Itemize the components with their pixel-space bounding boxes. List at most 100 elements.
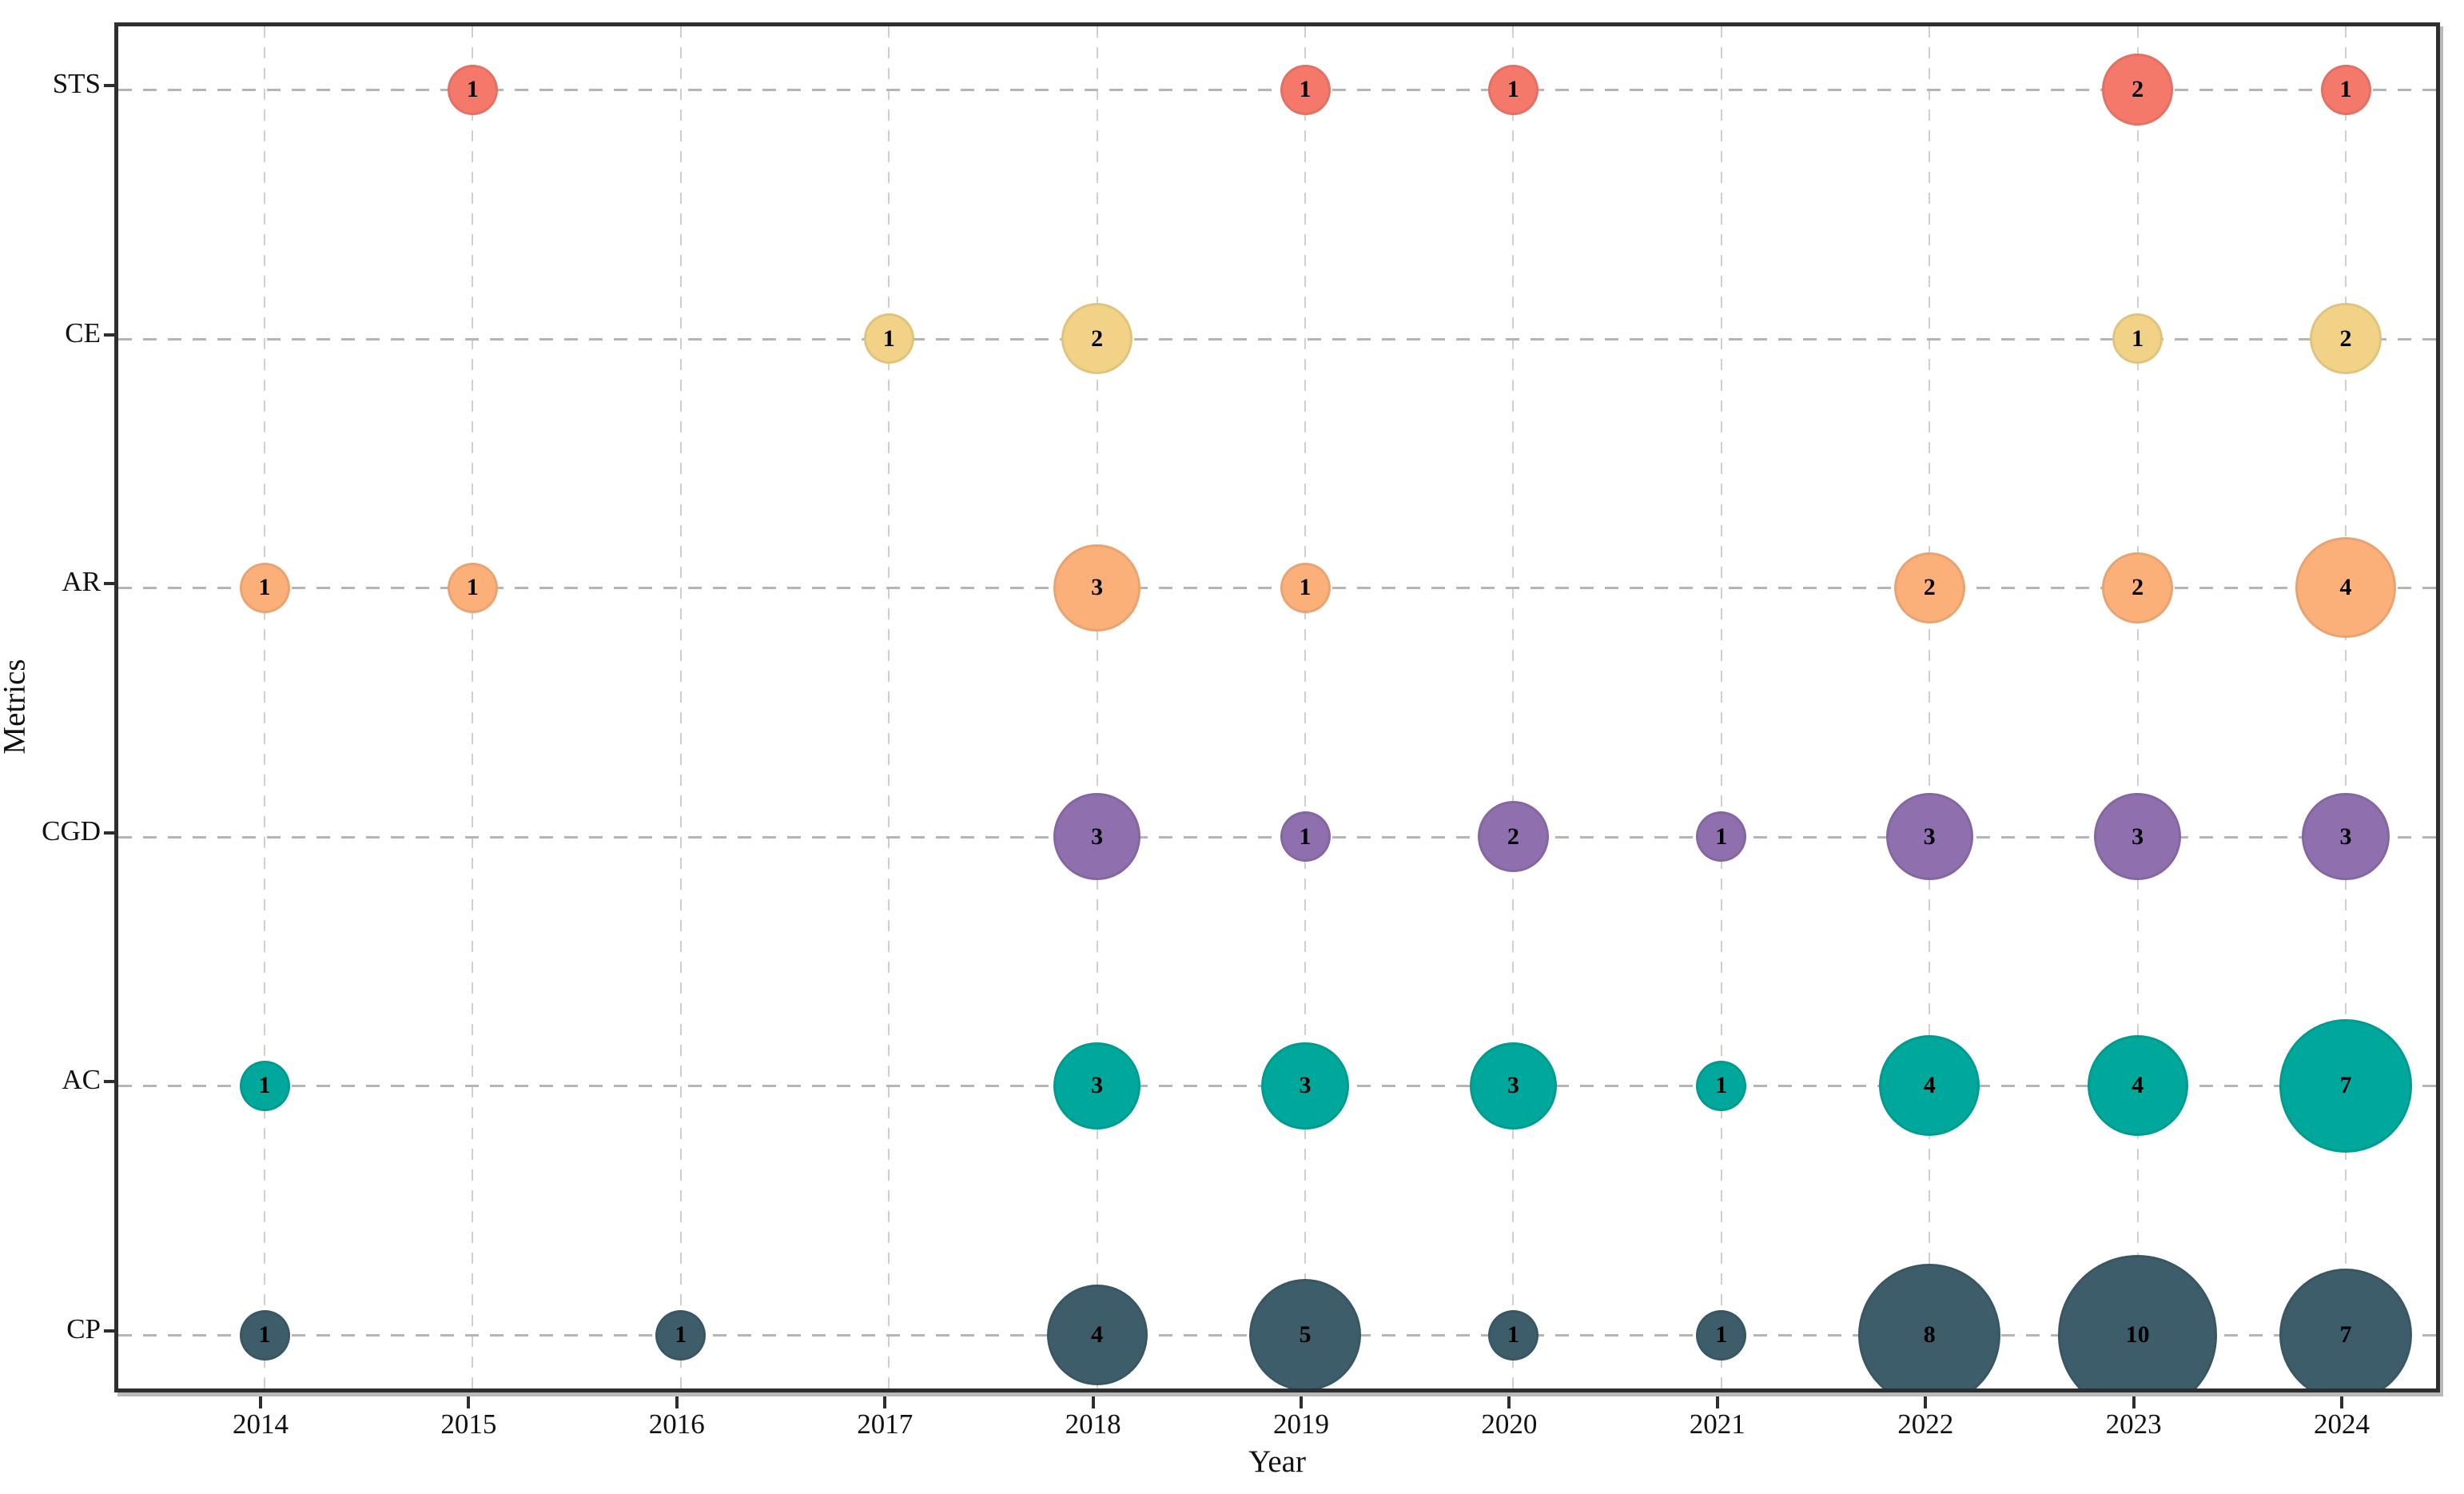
bubble-AC-2019: 3: [1261, 1042, 1349, 1129]
vertical-gridline-2021: [1720, 26, 1722, 1388]
bubble-AC-2014: 1: [239, 1060, 290, 1111]
bubble-value-label: 1: [1299, 823, 1312, 850]
bubble-AC-2022: 4: [1879, 1035, 1980, 1137]
bubble-AC-2023: 4: [2087, 1035, 2188, 1137]
bubble-value-label: 1: [2339, 76, 2352, 102]
x-tick-label-2023: 2023: [2105, 1408, 2162, 1440]
y-tick-label-AR: AR: [62, 566, 101, 598]
bubble-CE-2024: 2: [2310, 303, 2382, 375]
bubble-AC-2020: 3: [1469, 1042, 1557, 1129]
y-tick-CGD: [104, 831, 114, 835]
horizontal-gridline-CE: [118, 337, 2436, 341]
vertical-gridline-2014: [264, 26, 265, 1388]
bubble-value-label: 5: [1299, 1321, 1312, 1348]
bubble-value-label: 1: [1299, 76, 1312, 102]
bubble-STS-2020: 1: [1487, 64, 1539, 115]
bubble-value-label: 4: [2339, 574, 2352, 601]
bubble-value-label: 2: [2132, 75, 2144, 102]
bubble-STS-2015: 1: [447, 64, 498, 115]
x-tick-2021: [1715, 1396, 1719, 1408]
bubble-CP-2014: 1: [239, 1309, 290, 1361]
x-tick-2018: [1091, 1396, 1095, 1408]
bubble-AR-2024: 4: [2295, 537, 2396, 639]
bubble-STS-2023: 2: [2102, 54, 2174, 125]
bubble-CE-2023: 1: [2112, 313, 2163, 365]
bubble-value-label: 4: [1923, 1072, 1936, 1099]
x-tick-2020: [1507, 1396, 1511, 1408]
bubble-CP-2023: 10: [2057, 1255, 2218, 1388]
bubble-CGD-2021: 1: [1696, 811, 1747, 863]
bubble-value-label: 1: [258, 1321, 271, 1348]
y-tick-STS: [104, 84, 114, 87]
y-tick-CE: [104, 333, 114, 337]
x-tick-label-2019: 2019: [1273, 1408, 1329, 1440]
x-tick-label-2015: 2015: [440, 1408, 497, 1440]
vertical-gridline-2018: [1096, 26, 1098, 1388]
bubble-value-label: 3: [2339, 823, 2352, 850]
y-tick-label-CE: CE: [65, 317, 101, 349]
bubble-value-label: 1: [466, 76, 479, 102]
y-tick-CP: [104, 1329, 114, 1333]
vertical-gridline-2015: [472, 26, 474, 1388]
bubble-value-label: 3: [1923, 823, 1936, 850]
bubble-CGD-2022: 3: [1885, 793, 1973, 881]
bubble-value-label: 1: [882, 325, 895, 352]
bubble-value-label: 1: [466, 574, 479, 601]
vertical-gridline-2019: [1304, 26, 1306, 1388]
x-tick-label-2021: 2021: [1689, 1408, 1745, 1440]
bubble-AR-2019: 1: [1280, 562, 1331, 613]
bubble-STS-2019: 1: [1280, 64, 1331, 115]
x-tick-label-2018: 2018: [1065, 1408, 1121, 1440]
horizontal-gridline-STS: [118, 89, 2436, 91]
bubble-value-label: 1: [1299, 574, 1312, 601]
bubble-value-label: 3: [2132, 823, 2144, 850]
vertical-gridline-2016: [679, 26, 682, 1388]
bubble-value-label: 4: [1091, 1321, 1104, 1348]
x-tick-label-2024: 2024: [2314, 1408, 2370, 1440]
bubble-AR-2018: 3: [1053, 544, 1141, 631]
bubble-CGD-2024: 3: [2302, 793, 2390, 881]
bubble-value-label: 7: [2339, 1321, 2352, 1348]
bubble-value-label: 1: [1715, 1321, 1728, 1348]
y-axis-title: Metrics: [0, 659, 32, 755]
bubble-value-label: 2: [1091, 325, 1104, 352]
plot-area: 1 1 1 2 1 1 2 1 2 1 1 3 1 2 2 4 3 1 2 1 3 3 3 1 3 3 3 1 4 4 7 1 1 4 5 1 1 8 10…: [114, 22, 2440, 1392]
bubble-CP-2018: 4: [1046, 1285, 1148, 1385]
bubble-CP-2024: 7: [2279, 1268, 2413, 1388]
bubble-value-label: 2: [1507, 823, 1519, 850]
y-tick-label-AC: AC: [62, 1064, 101, 1096]
x-tick-2022: [1924, 1396, 1928, 1408]
bubble-value-label: 10: [2125, 1321, 2150, 1348]
bubble-value-label: 1: [1715, 1072, 1728, 1099]
bubble-CGD-2023: 3: [2094, 793, 2182, 881]
vertical-gridline-2020: [1512, 26, 1515, 1388]
bubble-CP-2021: 1: [1696, 1309, 1747, 1361]
bubble-value-label: 3: [1091, 1072, 1104, 1099]
bubble-CE-2018: 2: [1061, 303, 1133, 375]
bubble-CGD-2018: 3: [1053, 793, 1141, 881]
bubble-CP-2022: 8: [1858, 1263, 2001, 1388]
vertical-gridline-2017: [888, 26, 890, 1388]
bubble-value-label: 1: [675, 1321, 687, 1348]
bubble-AC-2018: 3: [1053, 1042, 1141, 1129]
x-tick-2016: [675, 1396, 679, 1408]
bubble-AR-2015: 1: [447, 562, 498, 613]
x-tick-label-2017: 2017: [857, 1408, 914, 1440]
vertical-gridline-2024: [2345, 26, 2347, 1388]
bubble-CGD-2019: 1: [1280, 811, 1331, 863]
bubble-value-label: 1: [258, 1072, 271, 1099]
bubble-value-label: 1: [1507, 76, 1519, 102]
bubble-value-label: 3: [1507, 1072, 1519, 1099]
bubble-value-label: 2: [2339, 325, 2352, 352]
horizontal-gridline-CGD: [118, 835, 2436, 839]
bubble-value-label: 2: [1923, 574, 1936, 601]
bubble-CGD-2020: 2: [1477, 801, 1549, 873]
bubble-CP-2020: 1: [1487, 1309, 1539, 1361]
bubble-value-label: 1: [258, 574, 271, 601]
bubble-STS-2024: 1: [2320, 64, 2371, 115]
bubble-CP-2016: 1: [655, 1309, 707, 1361]
x-tick-2024: [2340, 1396, 2343, 1408]
bubble-value-label: 4: [2132, 1072, 2144, 1099]
bubble-AR-2014: 1: [239, 562, 290, 613]
